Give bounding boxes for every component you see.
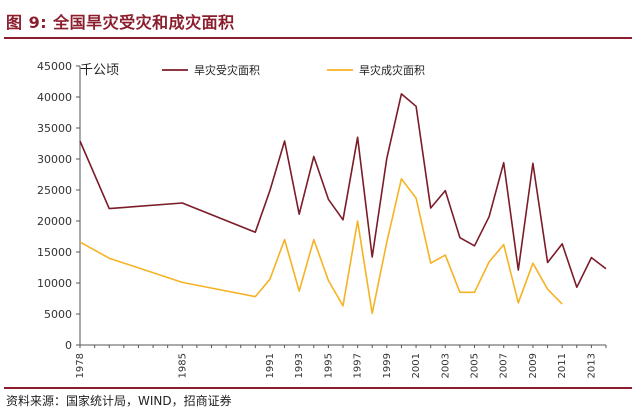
x-axis-ticks: 1978 1985 1991 1993 1995 1997 1999 2001 2003 2005… bbox=[75, 345, 607, 378]
legend-label-2: 旱灾成灾面积 bbox=[359, 63, 425, 77]
x-tick-label: 2001 bbox=[411, 353, 422, 378]
x-tick-label: 1978 bbox=[75, 353, 86, 378]
y-tick-label: 45000 bbox=[37, 60, 72, 73]
x-tick-label: 2009 bbox=[528, 353, 539, 378]
header-rule bbox=[4, 37, 632, 39]
y-axis-unit: 千公顷 bbox=[80, 63, 119, 78]
y-axis-ticks: 0 5000 10000 15000 20000 25000 30000 35000 40000… bbox=[37, 60, 80, 352]
y-tick-label: 25000 bbox=[37, 184, 72, 197]
x-tick-label: 1999 bbox=[382, 353, 393, 378]
x-tick-label: 2013 bbox=[586, 353, 597, 378]
legend: 旱灾受灾面积 旱灾成灾面积 bbox=[162, 63, 425, 77]
y-tick-label: 0 bbox=[65, 339, 72, 352]
y-tick-label: 5000 bbox=[44, 308, 72, 321]
legend-label-1: 旱灾受灾面积 bbox=[194, 63, 260, 77]
x-tick-label: 2005 bbox=[470, 353, 481, 378]
y-tick-label: 15000 bbox=[37, 246, 72, 259]
y-tick-label: 35000 bbox=[37, 122, 72, 135]
figure-title: 图 9: 全国旱灾受灾和成灾面积 bbox=[6, 13, 235, 32]
series-layer bbox=[79, 93, 607, 315]
series-line-1 bbox=[79, 93, 607, 289]
x-tick-label: 1991 bbox=[265, 353, 276, 378]
y-tick-label: 20000 bbox=[37, 215, 72, 228]
x-tick-label: 2003 bbox=[440, 353, 451, 378]
x-tick-label: 2011 bbox=[557, 353, 568, 378]
x-tick-label: 1997 bbox=[353, 353, 364, 378]
footer-rule bbox=[4, 387, 632, 389]
figure-header: 图 9: 全国旱灾受灾和成灾面积 bbox=[0, 0, 636, 39]
x-tick-label: 1995 bbox=[323, 353, 334, 378]
x-tick-label: 1993 bbox=[294, 353, 305, 378]
chart: 0 5000 10000 15000 20000 25000 30000 35000 40000… bbox=[37, 60, 607, 378]
source-note: 资料来源：国家统计局，WIND，招商证券 bbox=[6, 394, 232, 408]
x-tick-label: 1985 bbox=[177, 353, 188, 378]
x-tick-label: 2007 bbox=[499, 353, 510, 378]
y-tick-label: 40000 bbox=[37, 91, 72, 104]
series-line-2 bbox=[79, 178, 563, 315]
y-tick-label: 30000 bbox=[37, 153, 72, 166]
y-tick-label: 10000 bbox=[37, 277, 72, 290]
